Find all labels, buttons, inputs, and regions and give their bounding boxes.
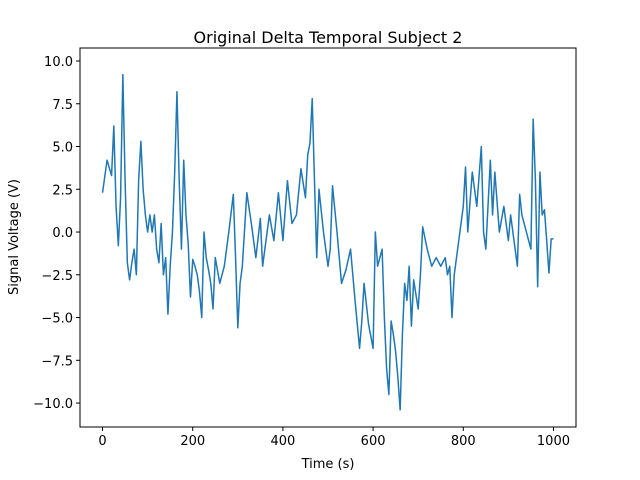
x-tick-label: 1000	[537, 434, 570, 449]
y-tick-label: 0.0	[52, 226, 73, 241]
x-tick-label: 0	[98, 434, 106, 449]
x-tick-label: 200	[180, 434, 205, 449]
y-tick-label: −7.5	[41, 354, 73, 369]
x-tick-label: 400	[270, 434, 295, 449]
line-series	[101, 73, 554, 411]
x-axis-label: Time (s)	[301, 457, 355, 472]
x-tick-label: 800	[451, 434, 476, 449]
plot-frame	[79, 47, 577, 428]
y-tick-label: −5.0	[41, 312, 73, 327]
y-tick-label: 7.5	[52, 98, 73, 113]
y-tick-label: 5.0	[52, 141, 73, 156]
y-axis-label: Signal Voltage (V)	[7, 179, 22, 295]
y-tick-label: −2.5	[41, 269, 73, 284]
chart-title: Original Delta Temporal Subject 2	[194, 28, 463, 47]
x-tick-label: 600	[361, 434, 386, 449]
y-tick-label: 10.0	[44, 55, 73, 70]
y-tick-label: −10.0	[33, 397, 73, 412]
y-tick-label: 2.5	[52, 183, 73, 198]
